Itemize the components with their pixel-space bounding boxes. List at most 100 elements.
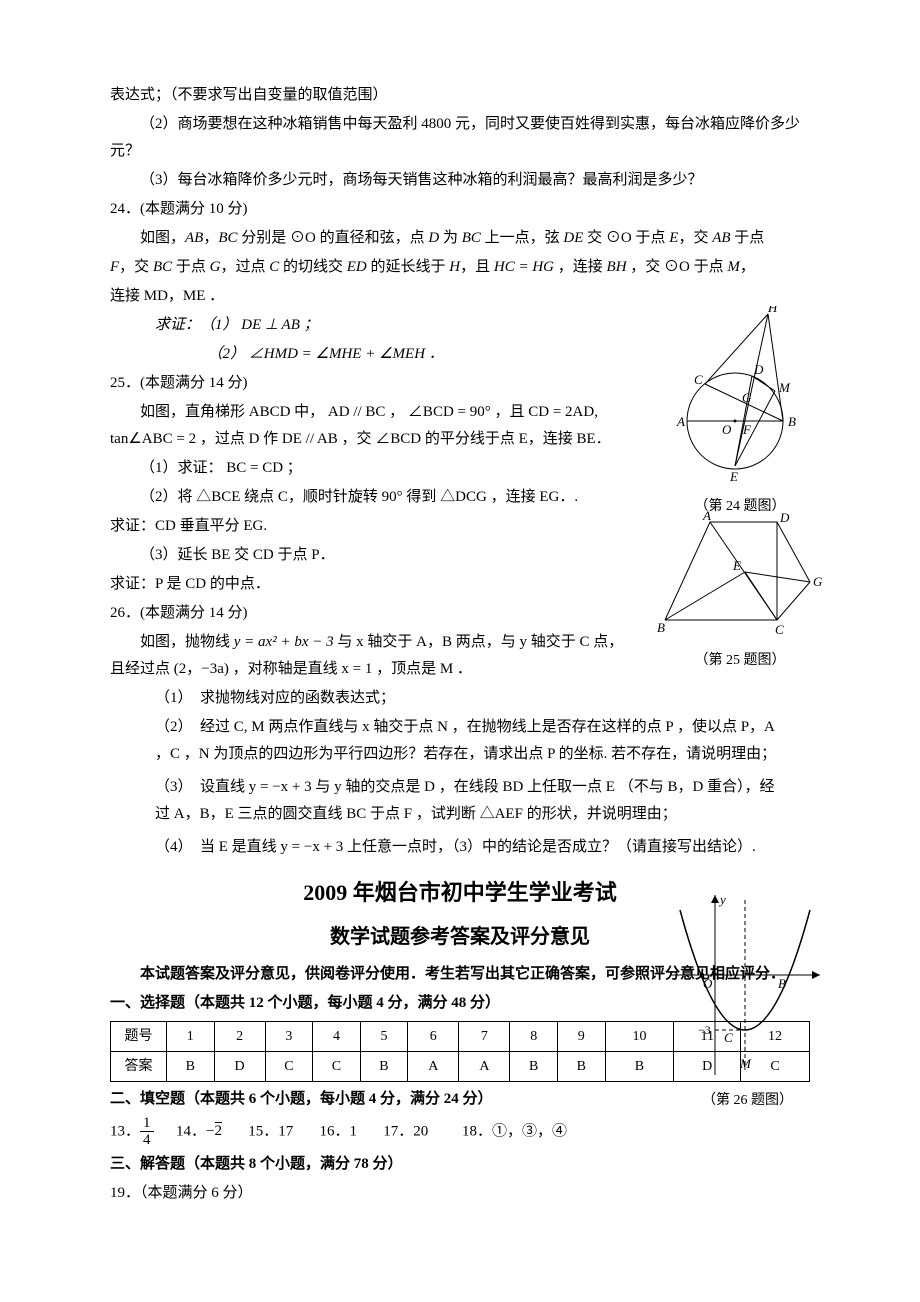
svg-text:O: O bbox=[703, 976, 713, 991]
math: H bbox=[449, 259, 460, 275]
table-cell: C bbox=[265, 1051, 313, 1081]
text: 于点 bbox=[172, 259, 210, 275]
math: G bbox=[210, 259, 221, 275]
fill-14-val: −2 bbox=[206, 1122, 222, 1139]
q24-header: 24．(本题满分 10 分) bbox=[110, 196, 810, 223]
body-text: （3）每台冰箱降价多少元时，商场每天销售这种冰箱的利润最高？最高利润是多少？ bbox=[110, 167, 810, 194]
fill-answers: 13．14 14．−2 15．17 16．1 17．20 18．①，③，④ bbox=[110, 1115, 810, 1149]
fill-14-label: 14． bbox=[176, 1123, 206, 1139]
svg-text:G: G bbox=[742, 390, 752, 405]
fill-18: 18．①，③，④ bbox=[462, 1123, 567, 1139]
q26-s2: （2） 经过 C, M 两点作直线与 x 轴交于点 N ，在抛物线上是否存在这样… bbox=[110, 714, 810, 768]
math: AB bbox=[712, 230, 730, 246]
table-cell: 5 bbox=[360, 1021, 408, 1051]
text: ，交 bbox=[119, 259, 153, 275]
table-header-label: 题号 bbox=[111, 1021, 167, 1051]
text: ，交 bbox=[678, 230, 712, 246]
figure-25: A D B C E G （第 25 题图） bbox=[655, 510, 825, 673]
q26-s4: （4） 当 E 是直线 y = −x + 3 上任意一点时，（3）中的结论是否成… bbox=[110, 834, 810, 861]
q24-line1: 如图，AB，BC 分别是 ⊙O 的直径和弦，点 D 为 BC 上一点，弦 DE … bbox=[110, 225, 810, 252]
svg-text:C: C bbox=[724, 1030, 733, 1045]
svg-text:E: E bbox=[732, 558, 741, 573]
text: 如图，抛物线 bbox=[140, 634, 234, 650]
text: ， bbox=[203, 230, 218, 246]
q26-s3: （3） 设直线 y = −x + 3 与 y 轴的交点是 D ，在线段 BD 上… bbox=[110, 774, 810, 828]
svg-text:A: A bbox=[676, 414, 685, 429]
math: ED bbox=[347, 259, 367, 275]
figure-25-caption: （第 25 题图） bbox=[655, 648, 825, 673]
math: BC bbox=[153, 259, 172, 275]
table-cell: 8 bbox=[510, 1021, 558, 1051]
figure-26-caption: （第 26 题图） bbox=[670, 1088, 825, 1113]
frac-num: 1 bbox=[140, 1115, 154, 1133]
svg-text:D: D bbox=[753, 362, 764, 377]
table-cell: 6 bbox=[408, 1021, 459, 1051]
math: HC = HG bbox=[494, 259, 554, 275]
table-cell: 9 bbox=[557, 1021, 605, 1051]
text: 如图，直角梯形 ABCD 中， AD // BC ， ∠BCD = 90° ，且… bbox=[110, 404, 611, 447]
q26-s1: （1） 求抛物线对应的函数表达式； bbox=[110, 685, 810, 712]
math: F bbox=[110, 259, 119, 275]
math: （2） ∠HMD = ∠MHE + ∠MEH ． bbox=[208, 346, 444, 362]
text: 交 ⊙O 于点 bbox=[583, 230, 669, 246]
table-cell: B bbox=[167, 1051, 215, 1081]
svg-text:C: C bbox=[694, 372, 703, 387]
text: ， bbox=[740, 259, 755, 275]
svg-text:−3: −3 bbox=[698, 1023, 711, 1037]
math: 求证：（1） DE ⊥ AB ； bbox=[155, 317, 319, 333]
text: 的切线交 bbox=[279, 259, 347, 275]
text: ，且 bbox=[460, 259, 494, 275]
figure-26: y O B −3 C M （第 26 题图） bbox=[670, 890, 825, 1113]
text: 的延长线于 bbox=[367, 259, 450, 275]
fill-13-label: 13． bbox=[110, 1123, 140, 1139]
math: C bbox=[269, 259, 279, 275]
math: AB bbox=[185, 230, 203, 246]
text: 连接 MD，ME ． bbox=[110, 288, 224, 304]
svg-text:F: F bbox=[742, 422, 752, 437]
fill-15: 15．17 bbox=[248, 1123, 293, 1139]
table-cell: B bbox=[557, 1051, 605, 1081]
math: BC bbox=[218, 230, 237, 246]
svg-text:M: M bbox=[739, 1056, 752, 1071]
fill-16: 16．1 bbox=[320, 1123, 358, 1139]
table-cell: B bbox=[510, 1051, 558, 1081]
table-cell: 4 bbox=[313, 1021, 361, 1051]
math: DE bbox=[563, 230, 583, 246]
svg-text:B: B bbox=[657, 620, 665, 635]
body-text: （2）商场要想在这种冰箱销售中每天盈利 4800 元，同时又要使百姓得到实惠，每… bbox=[110, 111, 810, 165]
text: 如图， bbox=[140, 230, 185, 246]
svg-text:B: B bbox=[788, 414, 796, 429]
svg-text:H: H bbox=[767, 306, 778, 315]
q24-line2: F，交 BC 于点 G，过点 C 的切线交 ED 的延长线于 H，且 HC = … bbox=[110, 254, 810, 281]
svg-text:M: M bbox=[778, 380, 791, 395]
fill-13-frac: 14 bbox=[140, 1115, 154, 1149]
table-cell: 3 bbox=[265, 1021, 313, 1051]
table-cell: 10 bbox=[605, 1021, 674, 1051]
table-answer-label: 答案 bbox=[111, 1051, 167, 1081]
q19: 19．（本题满分 6 分） bbox=[110, 1180, 810, 1207]
math: D bbox=[428, 230, 439, 246]
math: y = ax² + bx − 3 bbox=[234, 634, 334, 650]
text: 上一点，弦 bbox=[481, 230, 564, 246]
math: BH bbox=[607, 259, 627, 275]
math: M bbox=[727, 259, 740, 275]
table-cell: B bbox=[605, 1051, 674, 1081]
section3-title: 三、解答题（本题共 8 个小题，满分 78 分） bbox=[110, 1151, 810, 1178]
table-cell: B bbox=[360, 1051, 408, 1081]
svg-text:O: O bbox=[722, 422, 732, 437]
figure-24: H D C G A O F B E M （第 24 题图） bbox=[660, 306, 820, 519]
text: 于点 bbox=[731, 230, 765, 246]
text: 为 bbox=[439, 230, 462, 246]
text: 分别是 ⊙O 的直径和弦，点 bbox=[238, 230, 429, 246]
math: BC bbox=[462, 230, 481, 246]
svg-text:E: E bbox=[729, 469, 738, 484]
frac-den: 4 bbox=[140, 1132, 154, 1149]
table-cell: 7 bbox=[459, 1021, 510, 1051]
svg-text:A: A bbox=[702, 510, 711, 523]
table-cell: 1 bbox=[167, 1021, 215, 1051]
table-cell: C bbox=[313, 1051, 361, 1081]
text: ，交 ⊙O 于点 bbox=[627, 259, 728, 275]
body-text: 表达式；（不要求写出自变量的取值范围） bbox=[110, 82, 810, 109]
svg-text:B: B bbox=[778, 976, 786, 991]
svg-text:G: G bbox=[813, 574, 823, 589]
